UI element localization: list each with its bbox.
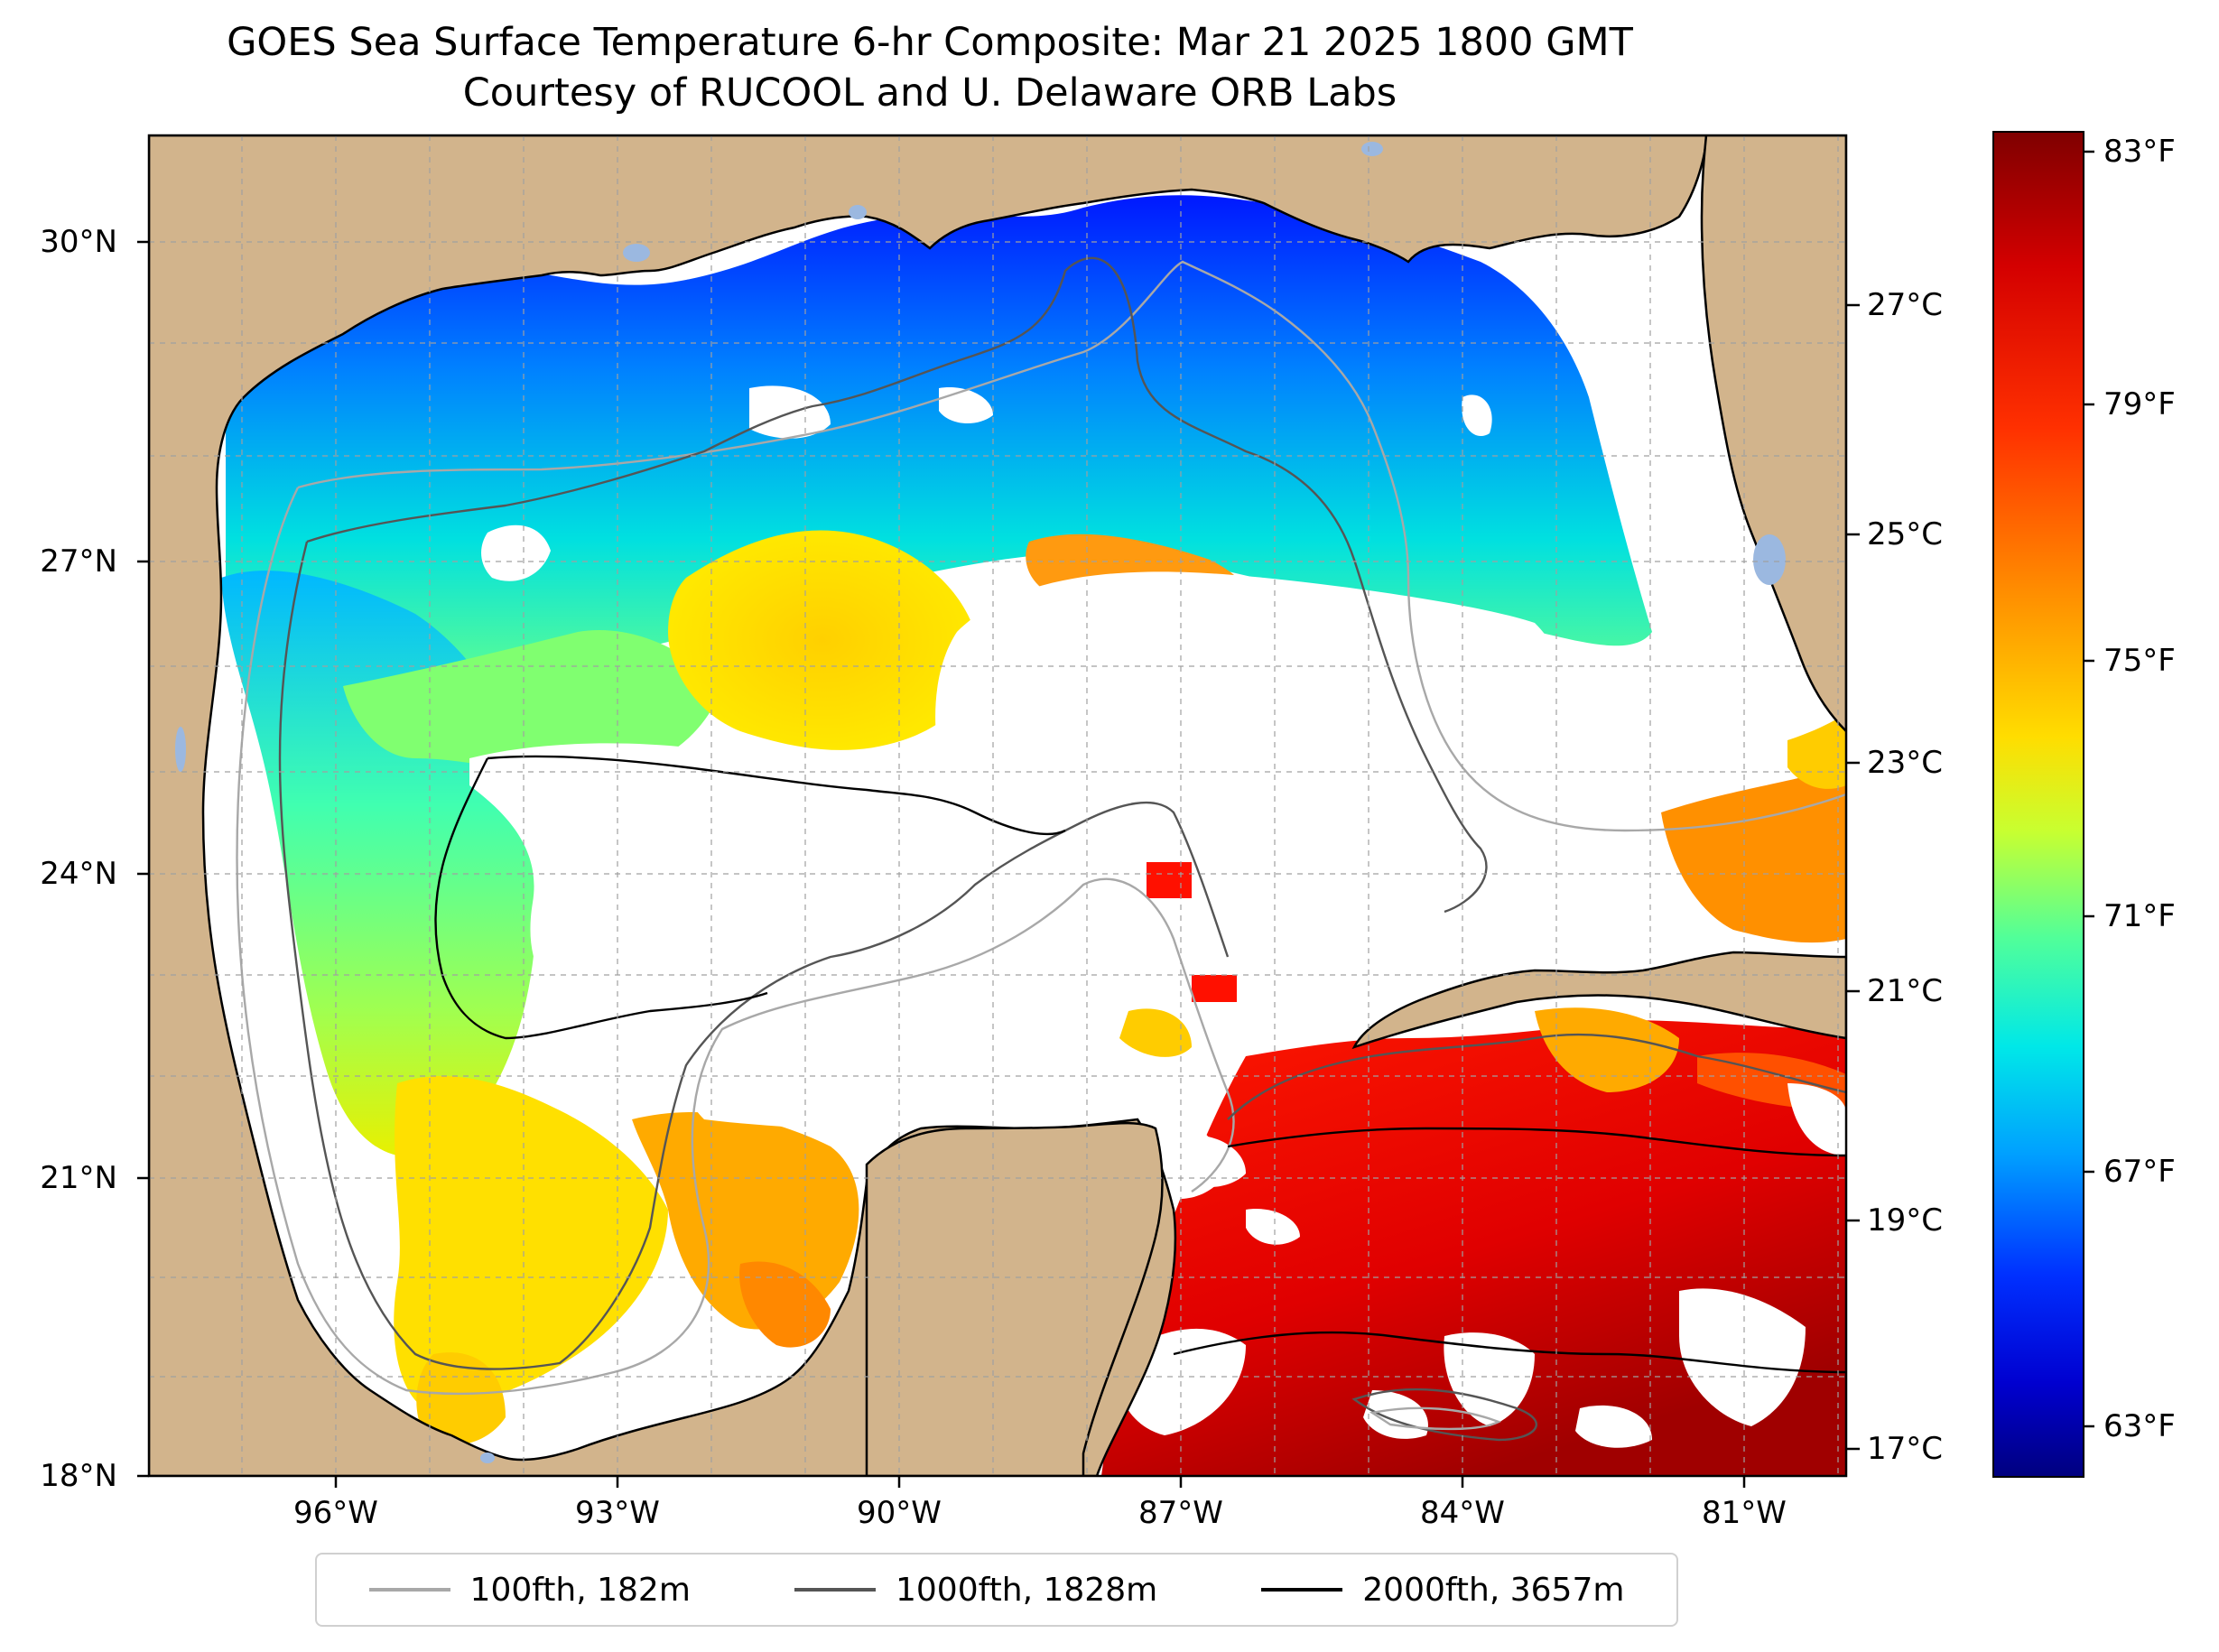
- lon-label-90w: 90°W: [857, 1495, 942, 1531]
- lon-label-81w: 81°W: [1702, 1495, 1787, 1531]
- lon-label-87w: 87°W: [1138, 1495, 1223, 1531]
- legend-label-2000fth: 2000fth, 3657m: [1362, 1571, 1625, 1609]
- colorbar-label-83f: 83°F: [2103, 134, 2176, 170]
- lat-label-30n: 30°N: [40, 224, 117, 260]
- graticule: [149, 135, 1846, 1476]
- colorbar-ticks: [1846, 150, 2094, 1451]
- contour-legend: 100fth, 182m 1000fth, 1828m 2000fth, 365…: [315, 1553, 1678, 1627]
- lat-label-21n: 21°N: [40, 1160, 117, 1196]
- colorbar-label-19c: 19°C: [1867, 1202, 1944, 1239]
- bathymetry-contours: [236, 256, 1846, 1442]
- lat-label-27n: 27°N: [40, 543, 117, 580]
- map-title-line-1: GOES Sea Surface Temperature 6-hr Compos…: [227, 20, 1633, 65]
- colorbar-label-25c: 25°C: [1867, 516, 1944, 552]
- legend-item-100fth: 100fth, 182m: [368, 1571, 691, 1609]
- legend-item-1000fth: 1000fth, 1828m: [794, 1572, 1157, 1609]
- colorbar-label-75f: 75°F: [2103, 643, 2176, 679]
- sst-field: [221, 135, 1846, 1476]
- colorbar-label-23c: 23°C: [1867, 745, 1944, 781]
- land: [149, 135, 1846, 1476]
- legend-item-2000fth: 2000fth, 3657m: [1261, 1572, 1624, 1609]
- lat-label-18n: 18°N: [40, 1458, 117, 1494]
- lon-label-93w: 93°W: [575, 1495, 660, 1531]
- colorbar-label-79f: 79°F: [2103, 386, 2176, 422]
- axis-ticks: [137, 240, 1746, 1488]
- colorbar-label-67f: 67°F: [2103, 1154, 2176, 1190]
- lon-label-84w: 84°W: [1420, 1495, 1505, 1531]
- map-frame: [147, 134, 1848, 1478]
- colorbar-label-21c: 21°C: [1867, 973, 1944, 1009]
- lat-label-24n: 24°N: [40, 856, 117, 892]
- legend-label-100fth: 100fth, 182m: [469, 1571, 691, 1609]
- lakes: [175, 142, 1786, 1463]
- map-title-line-2: Courtesy of RUCOOL and U. Delaware ORB L…: [462, 70, 1397, 116]
- cloud-masks: [469, 385, 1846, 1448]
- colorbar-label-63f: 63°F: [2103, 1408, 2176, 1444]
- colorbar-label-71f: 71°F: [2103, 898, 2176, 934]
- colorbar: [1992, 131, 2084, 1478]
- lon-label-96w: 96°W: [293, 1495, 378, 1531]
- colorbar-label-27c: 27°C: [1867, 287, 1944, 323]
- legend-line-1000fth: [794, 1588, 876, 1592]
- legend-label-1000fth: 1000fth, 1828m: [896, 1571, 1158, 1609]
- legend-line-100fth: [368, 1588, 450, 1592]
- colorbar-label-17c: 17°C: [1867, 1431, 1944, 1467]
- legend-line-2000fth: [1261, 1588, 1343, 1592]
